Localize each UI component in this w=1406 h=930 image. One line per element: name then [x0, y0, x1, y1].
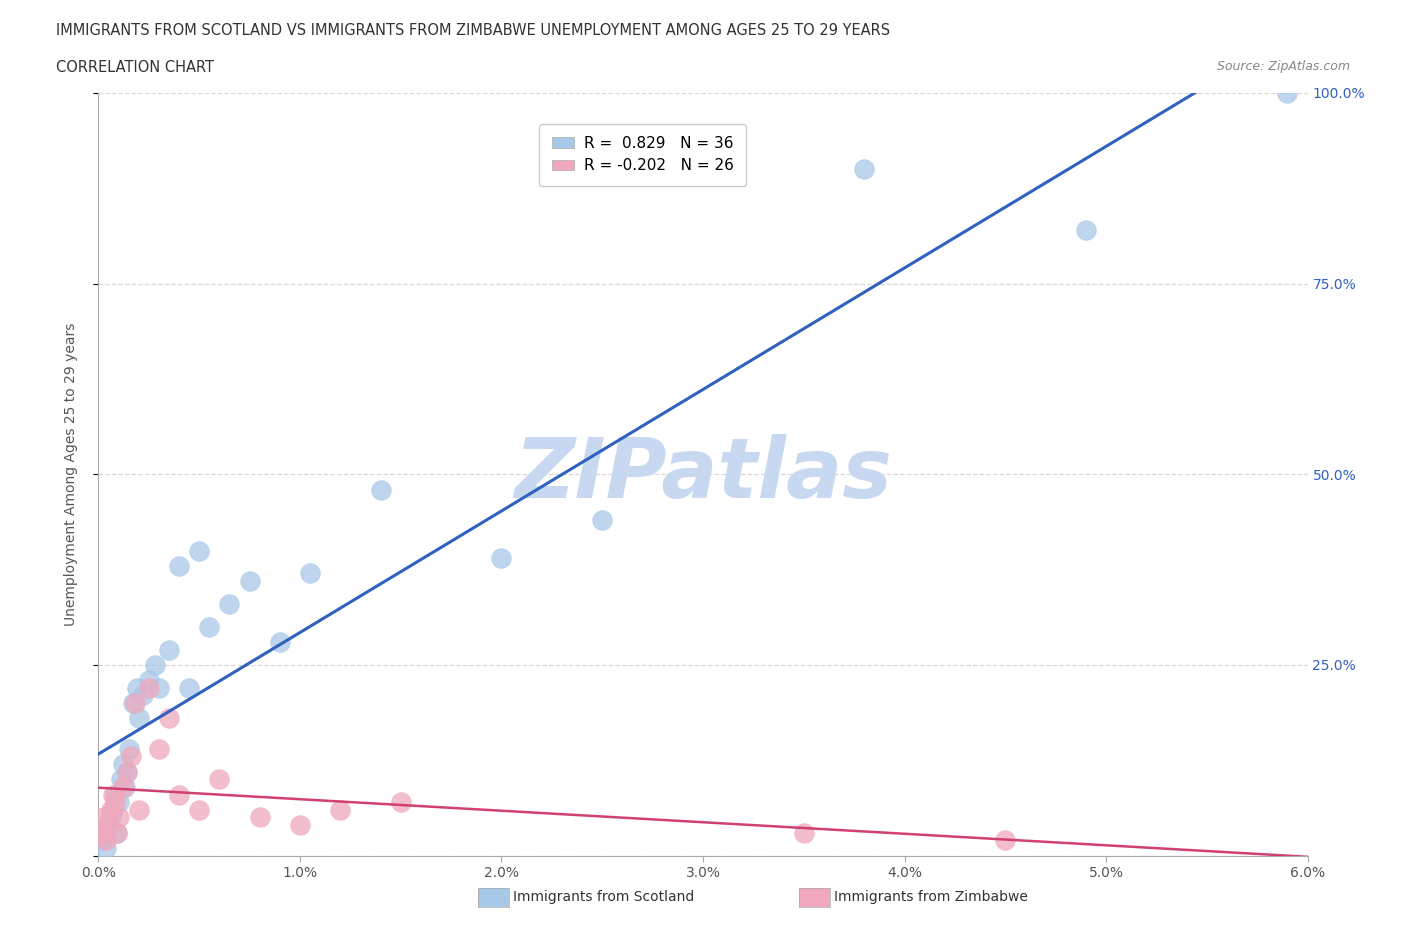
Y-axis label: Unemployment Among Ages 25 to 29 years: Unemployment Among Ages 25 to 29 years [63, 323, 77, 626]
Point [1074, 223, 1097, 238]
Point [269, 634, 291, 649]
Point [111, 779, 134, 794]
Point [121, 696, 143, 711]
Point [179, 681, 201, 696]
Point [100, 803, 122, 817]
Point [105, 825, 128, 840]
Text: IMMIGRANTS FROM SCOTLAND VS IMMIGRANTS FROM ZIMBABWE UNEMPLOYMENT AMONG AGES 25 : IMMIGRANTS FROM SCOTLAND VS IMMIGRANTS F… [56, 23, 890, 38]
Point [132, 688, 155, 703]
Text: CORRELATION CHART: CORRELATION CHART [56, 60, 214, 75]
Point [107, 795, 129, 810]
Point [853, 162, 876, 177]
Point [329, 803, 352, 817]
Point [93, 810, 115, 825]
Point [96, 833, 118, 848]
Point [157, 643, 180, 658]
Point [114, 779, 136, 794]
Point [157, 711, 180, 725]
Text: Source: ZipAtlas.com: Source: ZipAtlas.com [1216, 60, 1350, 73]
Point [138, 672, 160, 687]
Point [111, 757, 134, 772]
Point [249, 810, 271, 825]
Point [288, 817, 311, 832]
Point [120, 749, 142, 764]
Point [115, 764, 138, 779]
Point [208, 772, 231, 787]
Point [994, 833, 1017, 848]
Point [93, 825, 115, 840]
Point [96, 841, 118, 856]
Point [198, 619, 221, 634]
Point [100, 810, 122, 825]
Point [143, 658, 166, 672]
Point [118, 741, 141, 756]
Point [148, 681, 170, 696]
Point [124, 696, 146, 711]
Point [389, 795, 412, 810]
Point [188, 543, 211, 558]
Point [370, 482, 392, 497]
Point [103, 795, 125, 810]
Point [491, 551, 513, 565]
Point [167, 558, 190, 573]
Text: ZIPatlas: ZIPatlas [515, 433, 891, 515]
Point [101, 803, 124, 817]
Text: Immigrants from Zimbabwe: Immigrants from Zimbabwe [834, 890, 1028, 905]
Point [101, 787, 124, 802]
Point [107, 810, 129, 825]
Point [128, 803, 150, 817]
Point [591, 512, 613, 527]
Point [1277, 86, 1299, 100]
Point [128, 711, 150, 725]
Point [167, 787, 190, 802]
Point [125, 681, 148, 696]
Point [110, 772, 132, 787]
Point [115, 764, 138, 779]
Point [138, 681, 160, 696]
Point [97, 817, 120, 832]
Point [188, 803, 211, 817]
Point [148, 741, 170, 756]
Point [91, 833, 114, 848]
Point [97, 817, 120, 832]
Legend: R =  0.829   N = 36, R = -0.202   N = 26: R = 0.829 N = 36, R = -0.202 N = 26 [540, 124, 745, 186]
Point [218, 596, 240, 611]
Text: Immigrants from Scotland: Immigrants from Scotland [513, 890, 695, 905]
Point [239, 574, 262, 589]
Point [103, 787, 125, 802]
Point [793, 825, 815, 840]
Point [299, 566, 322, 581]
Point [105, 825, 128, 840]
Point [91, 825, 114, 840]
